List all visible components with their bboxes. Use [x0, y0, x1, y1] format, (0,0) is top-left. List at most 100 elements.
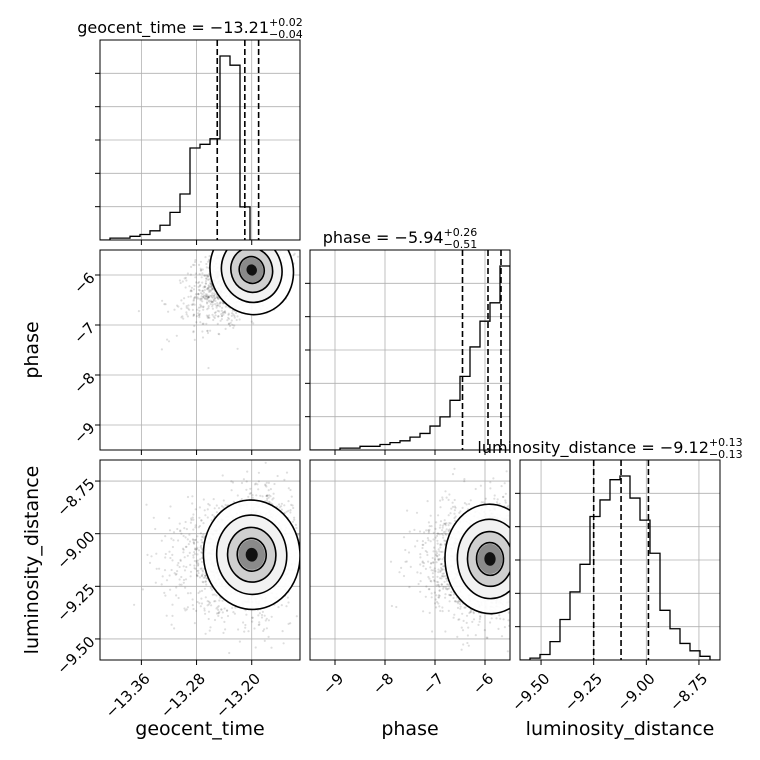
scatter-point — [250, 320, 253, 323]
scatter-point — [200, 538, 203, 542]
scatter-point — [203, 607, 206, 610]
scatter-point — [213, 515, 216, 518]
scatter-point — [207, 286, 210, 289]
scatter-point — [193, 539, 197, 542]
scatter-point — [230, 314, 233, 317]
scatter-point — [193, 296, 196, 300]
scatter-point — [180, 316, 183, 319]
scatter-point — [220, 318, 223, 321]
scatter-point — [209, 282, 212, 285]
scatter-point — [217, 507, 221, 510]
scatter-point — [201, 268, 204, 271]
scatter-point — [293, 252, 296, 255]
scatter-point — [197, 572, 200, 575]
scatter-point — [209, 299, 212, 302]
scatter-point — [204, 293, 207, 296]
scatter-point — [207, 287, 210, 290]
scatter-point — [194, 259, 197, 262]
scatter-point — [221, 599, 224, 602]
scatter-point — [203, 289, 206, 292]
scatter-point — [176, 564, 179, 567]
scatter-point — [466, 641, 469, 645]
scatter-point — [185, 545, 188, 548]
scatter-point — [237, 628, 240, 631]
scatter-point — [178, 583, 181, 586]
scatter-point — [201, 330, 204, 333]
scatter-point — [198, 309, 201, 312]
scatter-point — [207, 617, 210, 621]
scatter-point — [190, 265, 193, 268]
scatter-point — [198, 289, 201, 292]
scatter-point — [195, 281, 198, 284]
scatter-point — [184, 276, 187, 279]
scatter-point — [200, 575, 204, 578]
scatter-point — [200, 557, 203, 560]
scatter-point — [204, 282, 207, 285]
scatter-point — [252, 322, 255, 325]
scatter-point — [197, 288, 200, 291]
scatter-point — [171, 545, 174, 549]
scatter-point — [221, 314, 224, 317]
scatter-point — [287, 487, 290, 490]
scatter-point — [267, 496, 270, 499]
scatter-point — [226, 319, 229, 322]
scatter-point — [198, 314, 201, 317]
scatter-point — [220, 315, 223, 318]
scatter-point — [290, 495, 293, 498]
scatter-point — [205, 274, 209, 277]
scatter-point — [208, 316, 211, 319]
scatter-point — [220, 608, 223, 611]
scatter-point — [200, 276, 203, 279]
scatter-point — [224, 628, 227, 631]
scatter-point — [211, 303, 214, 306]
scatter-point — [194, 548, 197, 551]
scatter-point — [189, 575, 192, 578]
scatter-point — [205, 277, 208, 280]
scatter-point — [212, 498, 215, 501]
scatter-point — [188, 308, 191, 311]
scatter-point — [226, 614, 230, 618]
scatter-point — [210, 289, 213, 292]
scatter-point — [200, 597, 203, 600]
scatter-point — [278, 503, 281, 506]
scatter-point — [205, 298, 209, 301]
scatter-point — [211, 300, 215, 303]
scatter-point — [295, 615, 298, 618]
scatter-point — [229, 321, 232, 324]
scatter-point — [211, 588, 214, 591]
scatter-point — [210, 285, 213, 288]
scatter-point — [296, 255, 300, 258]
scatter-point — [203, 587, 206, 590]
scatter-point — [178, 578, 181, 581]
scatter-point — [204, 612, 207, 615]
scatter-point — [193, 559, 196, 563]
scatter-point — [165, 614, 168, 617]
scatter-point — [174, 573, 177, 576]
scatter-point — [175, 594, 178, 597]
scatter-point — [199, 260, 202, 263]
scatter-point — [186, 592, 190, 595]
scatter-point — [207, 284, 210, 287]
scatter-point — [430, 592, 433, 595]
scatter-point — [236, 494, 239, 497]
scatter-point — [192, 313, 196, 316]
scatter-point — [213, 316, 216, 320]
scatter-point — [204, 285, 207, 288]
scatter-point — [285, 471, 289, 474]
scatter-point — [198, 285, 201, 288]
scatter-point — [436, 600, 439, 604]
scatter-point — [200, 304, 203, 308]
scatter-point — [189, 570, 193, 573]
scatter-point — [173, 572, 176, 575]
scatter-point — [227, 313, 230, 316]
scatter-point — [184, 578, 188, 581]
scatter-point — [148, 561, 152, 565]
scatter-point — [196, 559, 199, 562]
scatter-point — [202, 581, 205, 584]
scatter-point — [203, 609, 206, 612]
scatter-point — [215, 295, 218, 298]
scatter-point — [163, 569, 167, 572]
scatter-point — [205, 583, 208, 586]
scatter-point — [183, 277, 186, 280]
scatter-point — [207, 296, 211, 299]
